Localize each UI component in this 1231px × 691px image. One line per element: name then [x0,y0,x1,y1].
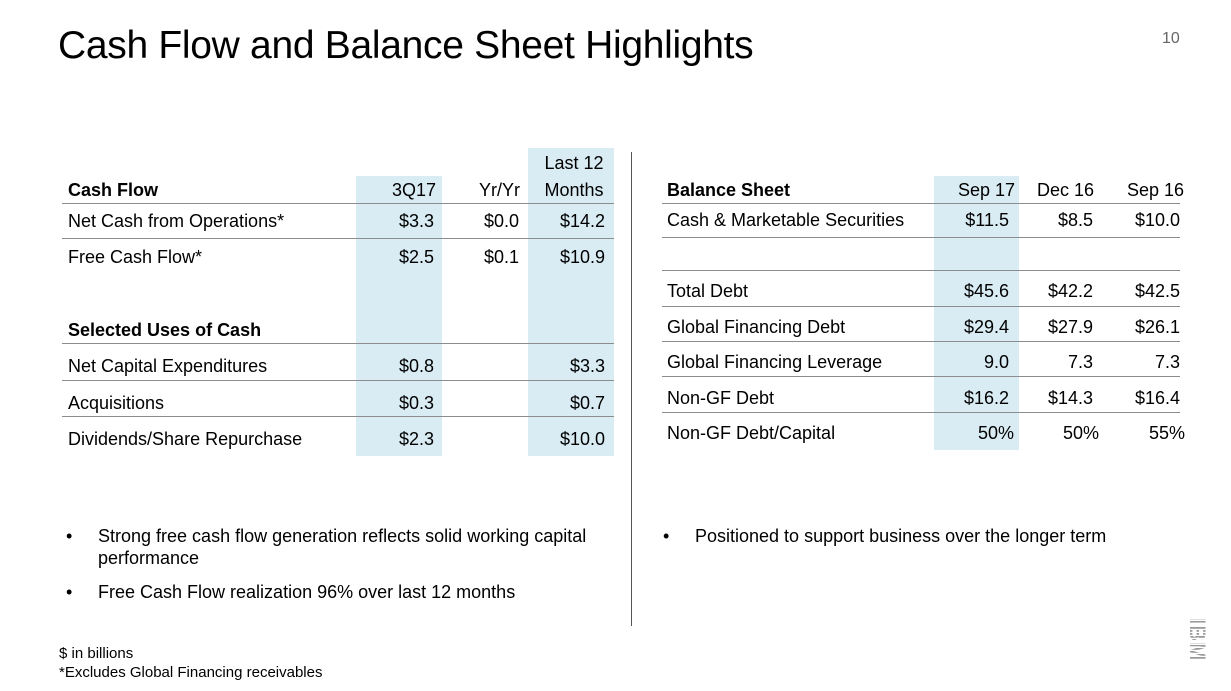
table-rule [662,376,1180,377]
row-label: Total Debt [667,281,749,301]
cell-sep17: 50% [977,423,1014,443]
cell-ltm: $14.2 [559,211,605,231]
cell-dec16: 50% [1062,423,1099,443]
page-number: 10 [1162,30,1180,47]
cell-sep16: $26.1 [1134,317,1180,337]
table-rule [62,343,614,344]
cell-dec16: $14.3 [1047,388,1093,408]
column-header-3q17: 3Q17 [391,180,436,200]
bullet-item: • Positioned to support business over th… [663,525,1193,549]
cell-sep17: $11.5 [965,210,1009,230]
cell-dec16: 7.3 [1067,352,1093,372]
selected-uses-header: Selected Uses of Cash [68,320,262,340]
table-rule [62,380,614,381]
cell-sep16: 7.3 [1154,352,1180,372]
table-rule [662,237,1180,238]
svg-text:IBM: IBM [1188,618,1210,661]
row-label: Cash & Marketable Securities [667,210,905,230]
footnote-asterisk: *Excludes Global Financing receivables [59,664,323,681]
table-rule [662,306,1180,307]
cell-sep17: $29.4 [963,317,1009,337]
table-rule [662,412,1180,413]
cell-3q17: $3.3 [398,211,434,231]
cell-3q17: $2.5 [398,247,434,267]
table-rule [662,341,1180,342]
row-label: Non-GF Debt [667,388,775,408]
table-rule [62,238,614,239]
row-label: Net Cash from Operations* [68,211,285,231]
cell-sep17: $45.6 [963,281,1009,301]
bullet-item: • Free Cash Flow realization 96% over la… [66,581,606,605]
bullet-text: Free Cash Flow realization 96% over last… [98,582,516,602]
column-header-ltm-line1: Last 12 [544,153,604,173]
cell-yr-yr: $0.0 [483,211,519,231]
cell-dec16: $8.5 [1057,210,1093,230]
table-rule [662,270,1180,271]
cell-sep16: $10.0 [1134,210,1180,230]
cell-ltm: $3.3 [569,356,605,376]
column-header-ltm-line2: Months [544,180,604,200]
page-title: Cash Flow and Balance Sheet Highlights [58,24,754,67]
balance-sheet-header: Balance Sheet [667,180,791,200]
cell-3q17: $0.8 [398,356,434,376]
cell-sep17: 9.0 [983,352,1009,372]
cell-dec16: $27.9 [1047,317,1093,337]
cell-sep16: $16.4 [1134,388,1180,408]
row-label: Net Capital Expenditures [68,356,268,376]
cell-ltm: $10.9 [559,247,605,267]
cell-yr-yr: $0.1 [483,247,519,267]
column-header-sep16: Sep 16 [1126,180,1184,200]
bullet-symbol: • [66,526,73,546]
bullet-text: Strong free cash flow generation reflect… [98,526,587,568]
highlight-column-3q17 [356,176,442,456]
ibm-logo-icon: IBM [1188,618,1210,661]
cell-3q17: $0.3 [398,393,434,413]
row-label: Dividends/Share Repurchase [68,429,303,449]
footnote-units: $ in billions [59,645,134,662]
row-label: Non-GF Debt/Capital [667,423,836,443]
row-label: Global Financing Leverage [667,352,883,372]
cell-sep16: $42.5 [1134,281,1180,301]
table-rule [62,203,614,204]
cell-dec16: $42.2 [1047,281,1093,301]
cell-sep16: 55% [1148,423,1185,443]
row-label: Acquisitions [68,393,165,413]
table-rule [662,203,1180,204]
cell-sep17: $16.2 [963,388,1009,408]
cell-ltm: $10.0 [559,429,605,449]
row-label: Free Cash Flow* [68,247,203,267]
cash-flow-header: Cash Flow [68,180,159,200]
bullet-text: Positioned to support business over the … [695,526,1107,546]
bullet-symbol: • [663,526,670,546]
column-header-yr-yr: Yr/Yr [478,180,520,200]
highlight-column-ltm [528,148,614,456]
cell-3q17: $2.3 [398,429,434,449]
cell-ltm: $0.7 [569,393,605,413]
bullet-item: • Strong free cash flow generation refle… [66,525,606,571]
bullet-symbol: • [66,582,73,602]
column-header-sep17: Sep 17 [957,180,1015,200]
vertical-divider [631,152,632,626]
row-label: Global Financing Debt [667,317,846,337]
column-header-dec16: Dec 16 [1036,180,1094,200]
table-rule [62,416,614,417]
highlight-column-sep17 [934,176,1019,450]
